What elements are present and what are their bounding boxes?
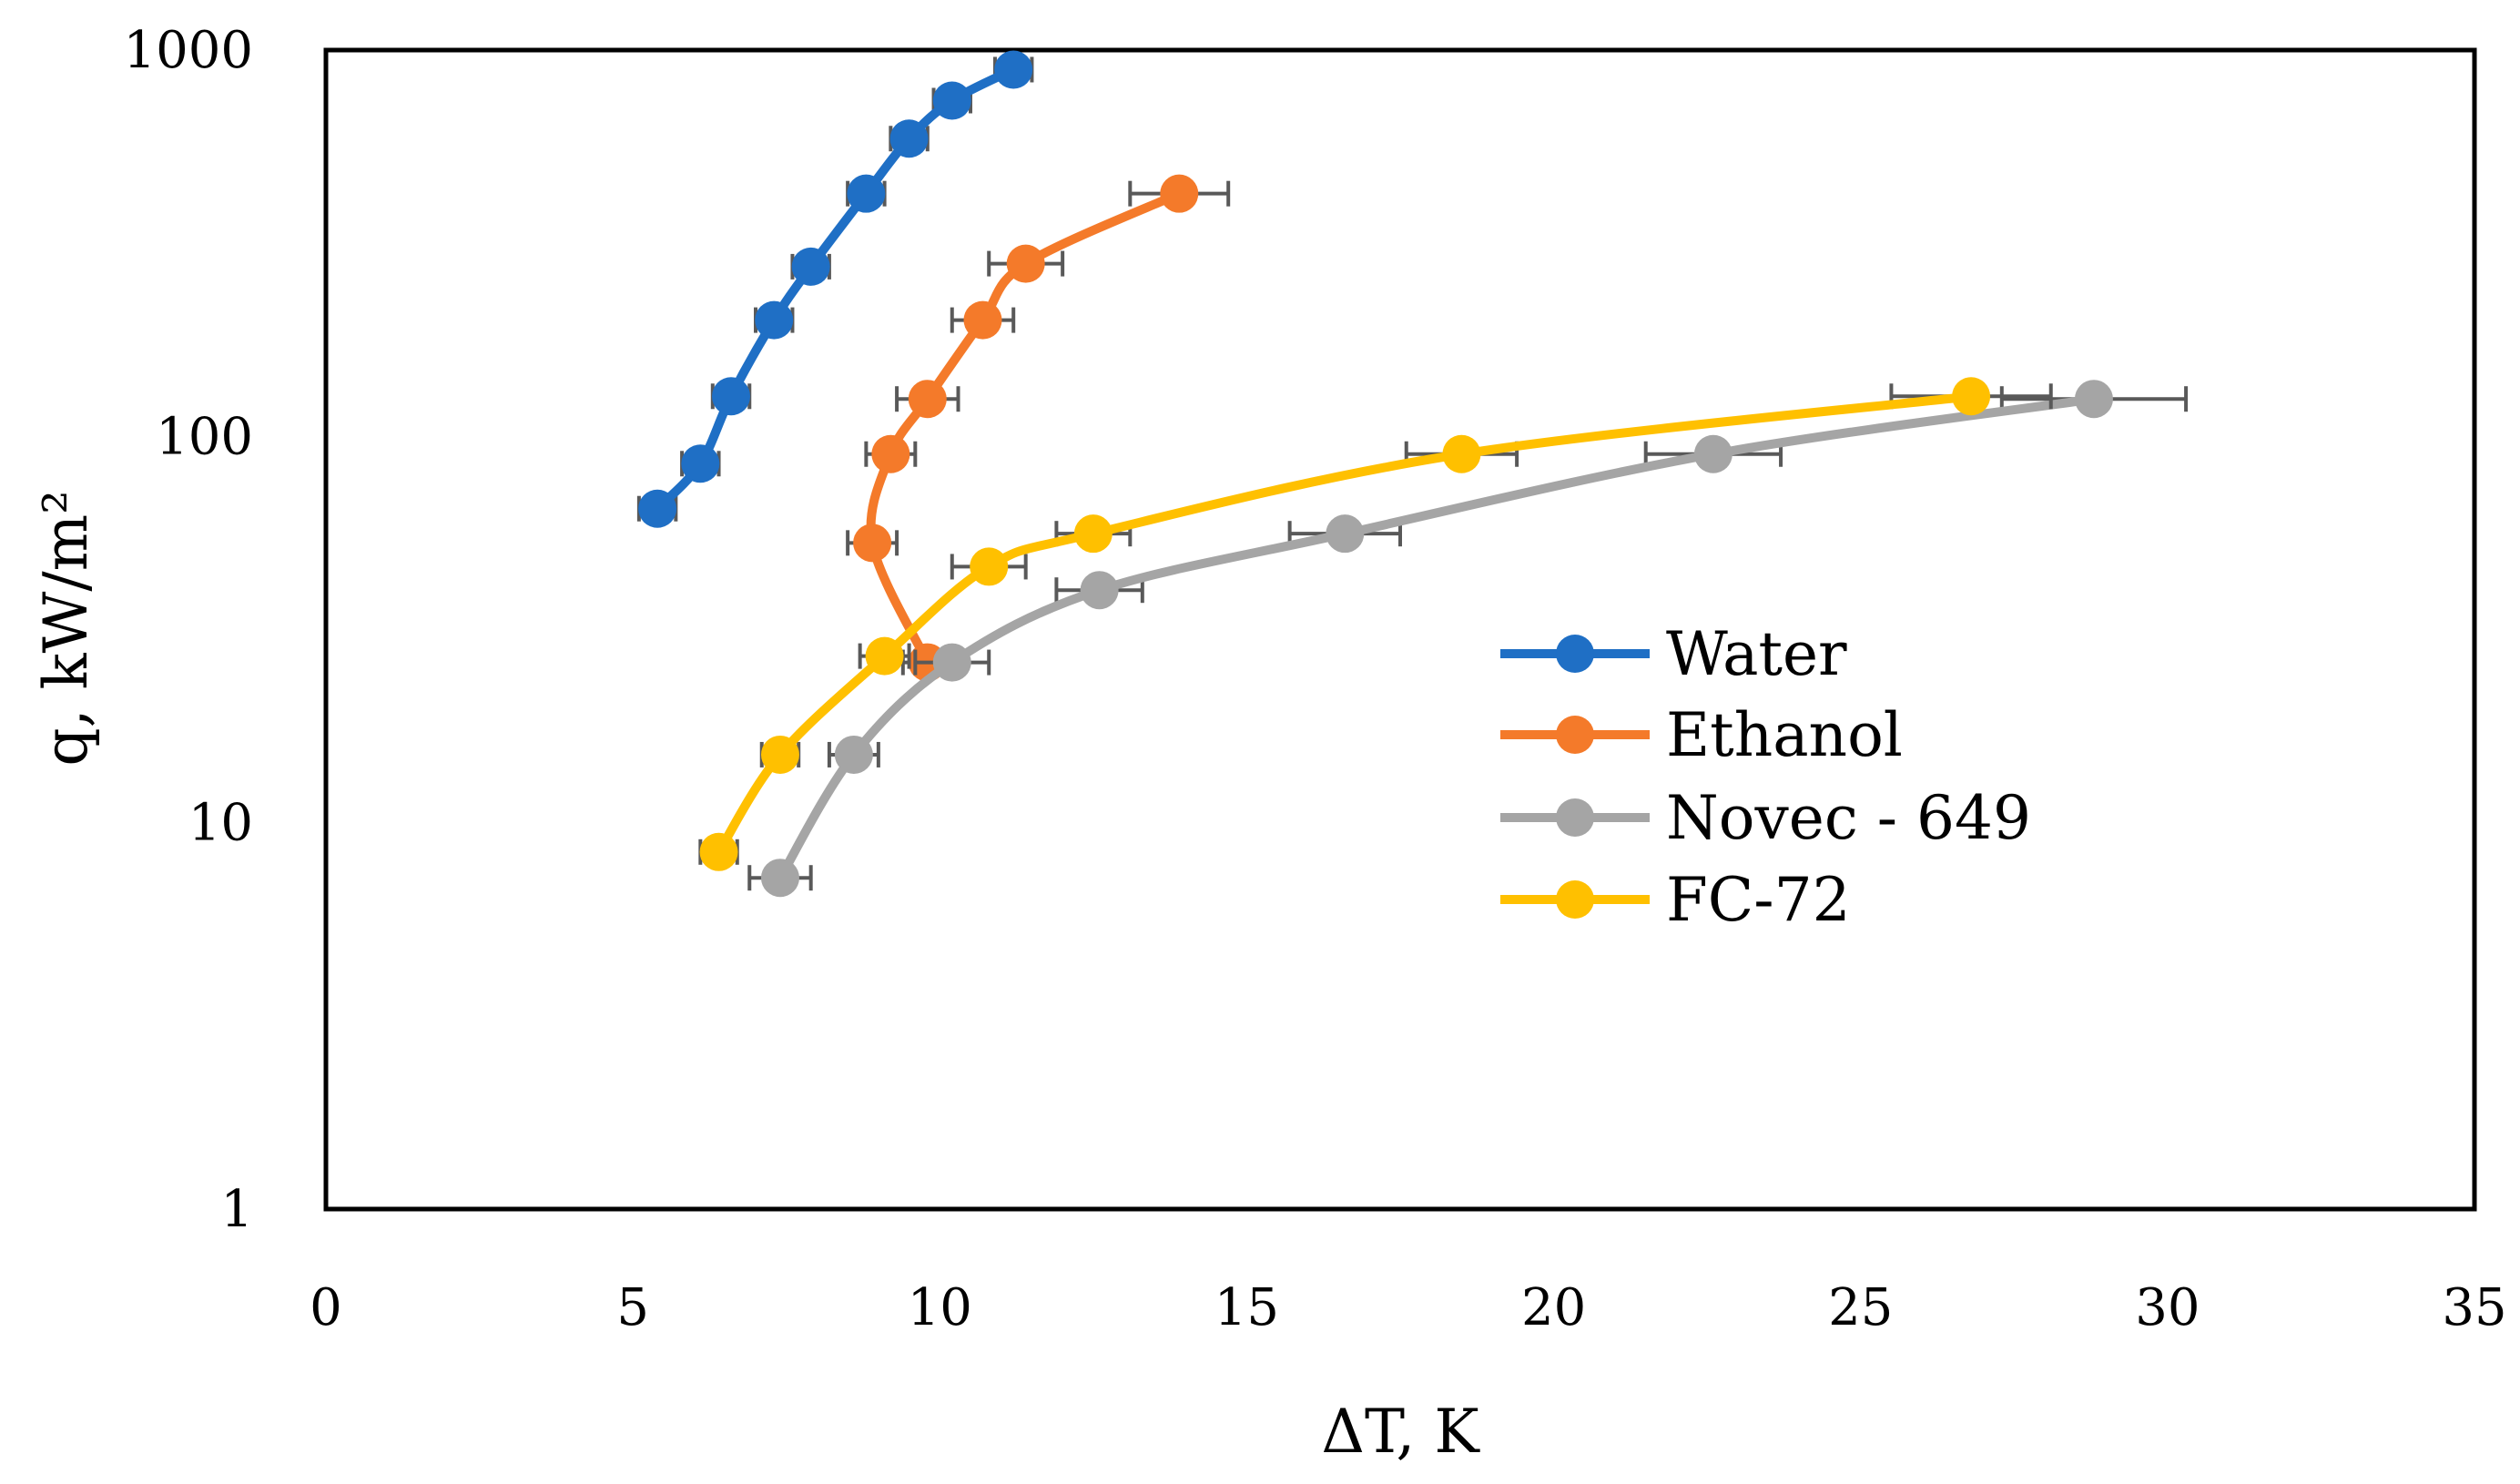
- series-ethanol: [846, 174, 1231, 682]
- series-novec-649: [747, 380, 2189, 898]
- legend-item: FC-72: [1500, 865, 1851, 935]
- data-point: [1326, 514, 1365, 554]
- legend-marker: [1556, 880, 1594, 919]
- legend-marker: [1556, 798, 1594, 837]
- x-tick-label: 5: [616, 1278, 649, 1337]
- data-point: [1073, 514, 1113, 554]
- data-point: [853, 523, 892, 563]
- data-point: [2074, 380, 2113, 419]
- y-tick-label: 1000: [123, 21, 253, 80]
- data-point: [1442, 434, 1481, 473]
- x-tick-label: 15: [1214, 1278, 1279, 1337]
- legend-item: Water: [1500, 619, 1847, 689]
- y-axis-title: q, kW/m²: [31, 490, 101, 766]
- data-point: [847, 174, 886, 213]
- legend-label: FC-72: [1666, 865, 1851, 935]
- data-point: [994, 50, 1033, 89]
- series-line: [714, 391, 1976, 857]
- data-point: [871, 434, 910, 473]
- data-point: [834, 735, 873, 774]
- data-point: [963, 300, 1002, 340]
- data-point: [889, 119, 929, 158]
- data-point: [1080, 571, 1119, 610]
- legend-item: Novec - 649: [1500, 783, 2031, 853]
- series-line: [775, 394, 2098, 883]
- legend-item: Ethanol: [1500, 700, 1903, 770]
- x-axis-ticks: 0 5 10 15 20 25 30 35: [310, 1278, 2506, 1337]
- data-point: [1160, 174, 1199, 213]
- y-tick-label: 100: [156, 407, 253, 466]
- data-point: [932, 643, 971, 682]
- legend-marker: [1556, 716, 1594, 754]
- x-tick-label: 30: [2135, 1278, 2200, 1337]
- data-point: [865, 636, 904, 676]
- data-point: [1693, 434, 1732, 473]
- x-tick-label: 25: [1828, 1278, 1893, 1337]
- data-point: [755, 300, 794, 340]
- legend: Water Ethanol Novec - 649 FC-72: [1500, 619, 2031, 935]
- plot-frame: [323, 47, 2477, 1212]
- series-water: [636, 50, 1034, 528]
- series-line: [653, 65, 1019, 513]
- legend-label: Water: [1666, 619, 1847, 689]
- series-layer: [636, 50, 2189, 898]
- legend-label: Novec - 649: [1666, 783, 2031, 853]
- data-point: [1952, 377, 1991, 416]
- data-point: [712, 377, 751, 416]
- y-tick-label: 10: [188, 794, 253, 853]
- x-tick-label: 20: [1521, 1278, 1586, 1337]
- data-point: [760, 859, 799, 898]
- data-point: [908, 380, 947, 419]
- data-point: [699, 832, 738, 871]
- data-point: [970, 547, 1009, 586]
- x-tick-label: 35: [2442, 1278, 2506, 1337]
- data-point: [932, 81, 971, 120]
- y-axis-ticks: 1 10 100 1000: [123, 21, 253, 1239]
- x-tick-label: 10: [908, 1278, 972, 1337]
- y-tick-label: 1: [220, 1180, 253, 1239]
- series-fc-72: [698, 377, 2053, 871]
- data-point: [791, 247, 830, 286]
- x-axis-title: ΔT, K: [1321, 1397, 1480, 1467]
- legend-label: Ethanol: [1666, 700, 1903, 770]
- x-tick-label: 0: [310, 1278, 342, 1337]
- data-point: [638, 489, 677, 528]
- data-point: [1006, 244, 1045, 283]
- data-point: [760, 735, 799, 774]
- legend-marker: [1556, 635, 1594, 673]
- data-point: [681, 444, 720, 483]
